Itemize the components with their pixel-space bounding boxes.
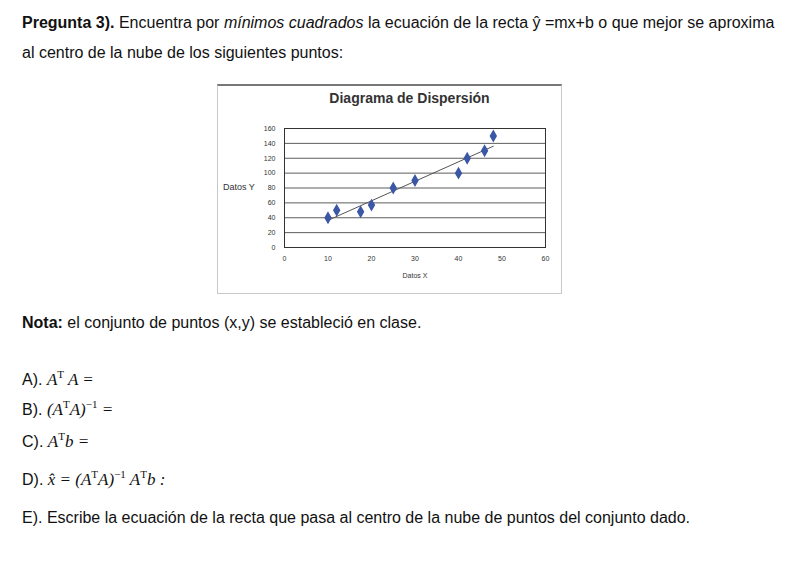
svg-text:40: 40 — [268, 214, 276, 221]
svg-text:20: 20 — [368, 255, 376, 262]
svg-text:120: 120 — [264, 154, 276, 161]
html-text:E). Escribe la ecuación de la: E). Escribe la ecuación de la recta que … — [22, 509, 690, 526]
svg-text:10: 10 — [324, 255, 332, 262]
html-text:D). x̂ = (ATA)−1ATb :: D). x̂ = (ATA)−1ATb : — [22, 468, 166, 489]
svg-text:20: 20 — [268, 229, 276, 236]
html-text:Datos Y: Datos Y — [223, 182, 255, 192]
svg-text:100: 100 — [264, 169, 276, 176]
svg-text:140: 140 — [264, 140, 276, 147]
svg-text:50: 50 — [498, 255, 506, 262]
html-text:Pregunta 3). Encuentra por mín: Pregunta 3). Encuentra por mínimos cuadr… — [22, 14, 775, 61]
svg-text:30: 30 — [411, 255, 419, 262]
svg-text:80: 80 — [268, 184, 276, 191]
html-text:Nota: el conjunto de puntos (x: Nota: el conjunto de puntos (x,y) se est… — [22, 314, 422, 331]
svg-text:160: 160 — [264, 125, 276, 132]
svg-text:Datos X: Datos X — [403, 272, 428, 279]
html-text:C). ATb =: C). ATb = — [22, 430, 90, 451]
svg-text:60: 60 — [268, 199, 276, 206]
svg-text:0: 0 — [272, 244, 276, 251]
svg-text:0: 0 — [283, 255, 287, 262]
svg-text:60: 60 — [542, 255, 550, 262]
html-text:Diagrama de Dispersión: Diagrama de Dispersión — [329, 90, 490, 106]
svg-text:40: 40 — [455, 255, 463, 262]
html-text:B). (ATA)−1=: B). (ATA)−1= — [22, 398, 114, 419]
html-text:A). ATA =: A). ATA = — [22, 368, 94, 389]
